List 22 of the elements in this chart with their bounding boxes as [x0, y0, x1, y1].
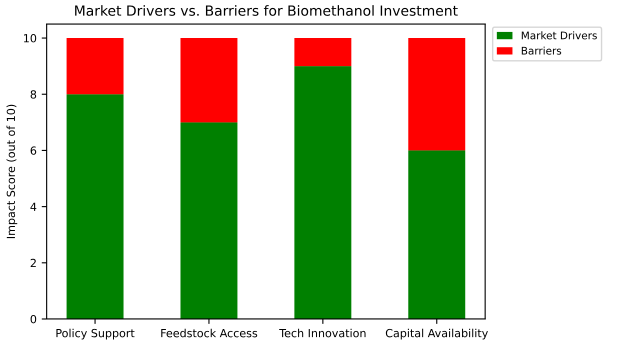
bar [294, 66, 352, 319]
bar [180, 122, 238, 319]
bar [66, 94, 124, 319]
bar [408, 38, 466, 150]
legend-label: Barriers [522, 46, 562, 55]
bar [408, 150, 466, 319]
y-tick-label: 8 [30, 90, 36, 99]
bar [66, 38, 124, 94]
x-tick-label: Policy Support [56, 328, 134, 340]
bar [294, 38, 352, 66]
chart-title: Market Drivers vs. Barriers for Biomethanol Investment [75, 5, 458, 16]
y-tick-label: 2 [30, 258, 36, 268]
legend-label: Market Drivers [522, 31, 597, 40]
bar [180, 38, 238, 122]
x-tick-label: Capital Availability [386, 328, 488, 340]
x-tick-label: Tech Innovation [279, 328, 366, 338]
y-tick-label: 6 [30, 146, 36, 155]
y-tick-label: 4 [30, 202, 36, 211]
y-tick-label: 0 [30, 314, 36, 324]
y-axis-title: Impact Score (out of 10) [6, 104, 18, 238]
x-tick-label: Feedstock Access [161, 328, 258, 338]
y-tick-label: 10 [24, 34, 36, 42]
